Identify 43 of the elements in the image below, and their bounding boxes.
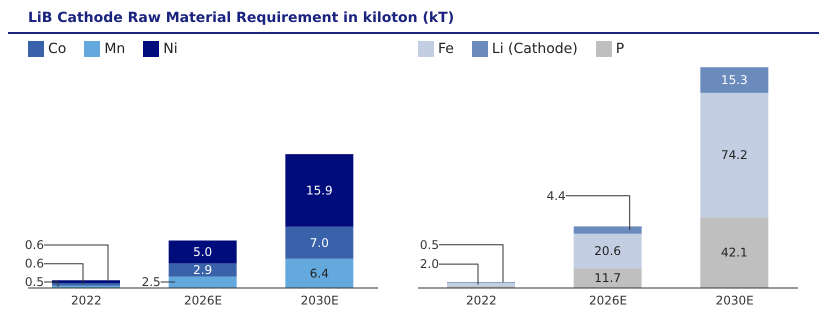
bar bbox=[574, 226, 642, 234]
data-label: 20.6 bbox=[594, 244, 622, 258]
x-tick-label: 2030E bbox=[716, 294, 754, 308]
data-label: 2.9 bbox=[193, 262, 212, 277]
data-label: 2.0 bbox=[420, 257, 439, 272]
bar bbox=[285, 258, 354, 288]
bar bbox=[168, 276, 237, 288]
data-label: 0.6 bbox=[24, 256, 44, 271]
legend-label: Co bbox=[48, 41, 66, 57]
bar bbox=[700, 92, 768, 218]
bar bbox=[574, 268, 642, 288]
data-label: 6.4 bbox=[310, 266, 329, 280]
x-tick-label: 2026E bbox=[184, 294, 222, 308]
bar bbox=[700, 67, 768, 93]
data-label: 0.5 bbox=[24, 275, 44, 289]
data-label: 15.3 bbox=[720, 73, 748, 88]
legend-label: Ni bbox=[163, 41, 178, 57]
chart-title: LiB Cathode Raw Material Requirement in kiloton (kT) bbox=[8, 8, 819, 34]
data-label: 15.9 bbox=[306, 183, 333, 198]
bar bbox=[285, 154, 354, 227]
data-label: 2.5 bbox=[142, 275, 161, 289]
x-tick-label: 2026E bbox=[588, 294, 628, 308]
data-label: 5.0 bbox=[193, 244, 212, 259]
bar bbox=[700, 217, 768, 288]
data-label: 7.0 bbox=[310, 236, 329, 250]
legend-label: P bbox=[616, 41, 624, 57]
legend-label: Mn bbox=[104, 41, 126, 57]
legend-label: Li (Cathode) bbox=[492, 41, 578, 57]
bar bbox=[168, 263, 237, 277]
data-label: 0.5 bbox=[420, 238, 439, 252]
bar bbox=[52, 280, 120, 283]
data-label: 42.1 bbox=[720, 246, 748, 260]
data-label: 0.6 bbox=[24, 238, 44, 252]
legend-label: Fe bbox=[438, 41, 454, 57]
data-label: 4.4 bbox=[546, 188, 566, 203]
x-tick-label: 2022 bbox=[71, 294, 102, 308]
x-tick-label: 2022 bbox=[466, 294, 497, 308]
bar bbox=[168, 240, 237, 264]
data-label: 11.7 bbox=[594, 271, 622, 286]
x-tick-label: 2030E bbox=[300, 294, 339, 308]
bar bbox=[574, 234, 642, 268]
data-label: 74.2 bbox=[720, 148, 748, 162]
bar bbox=[285, 226, 354, 259]
